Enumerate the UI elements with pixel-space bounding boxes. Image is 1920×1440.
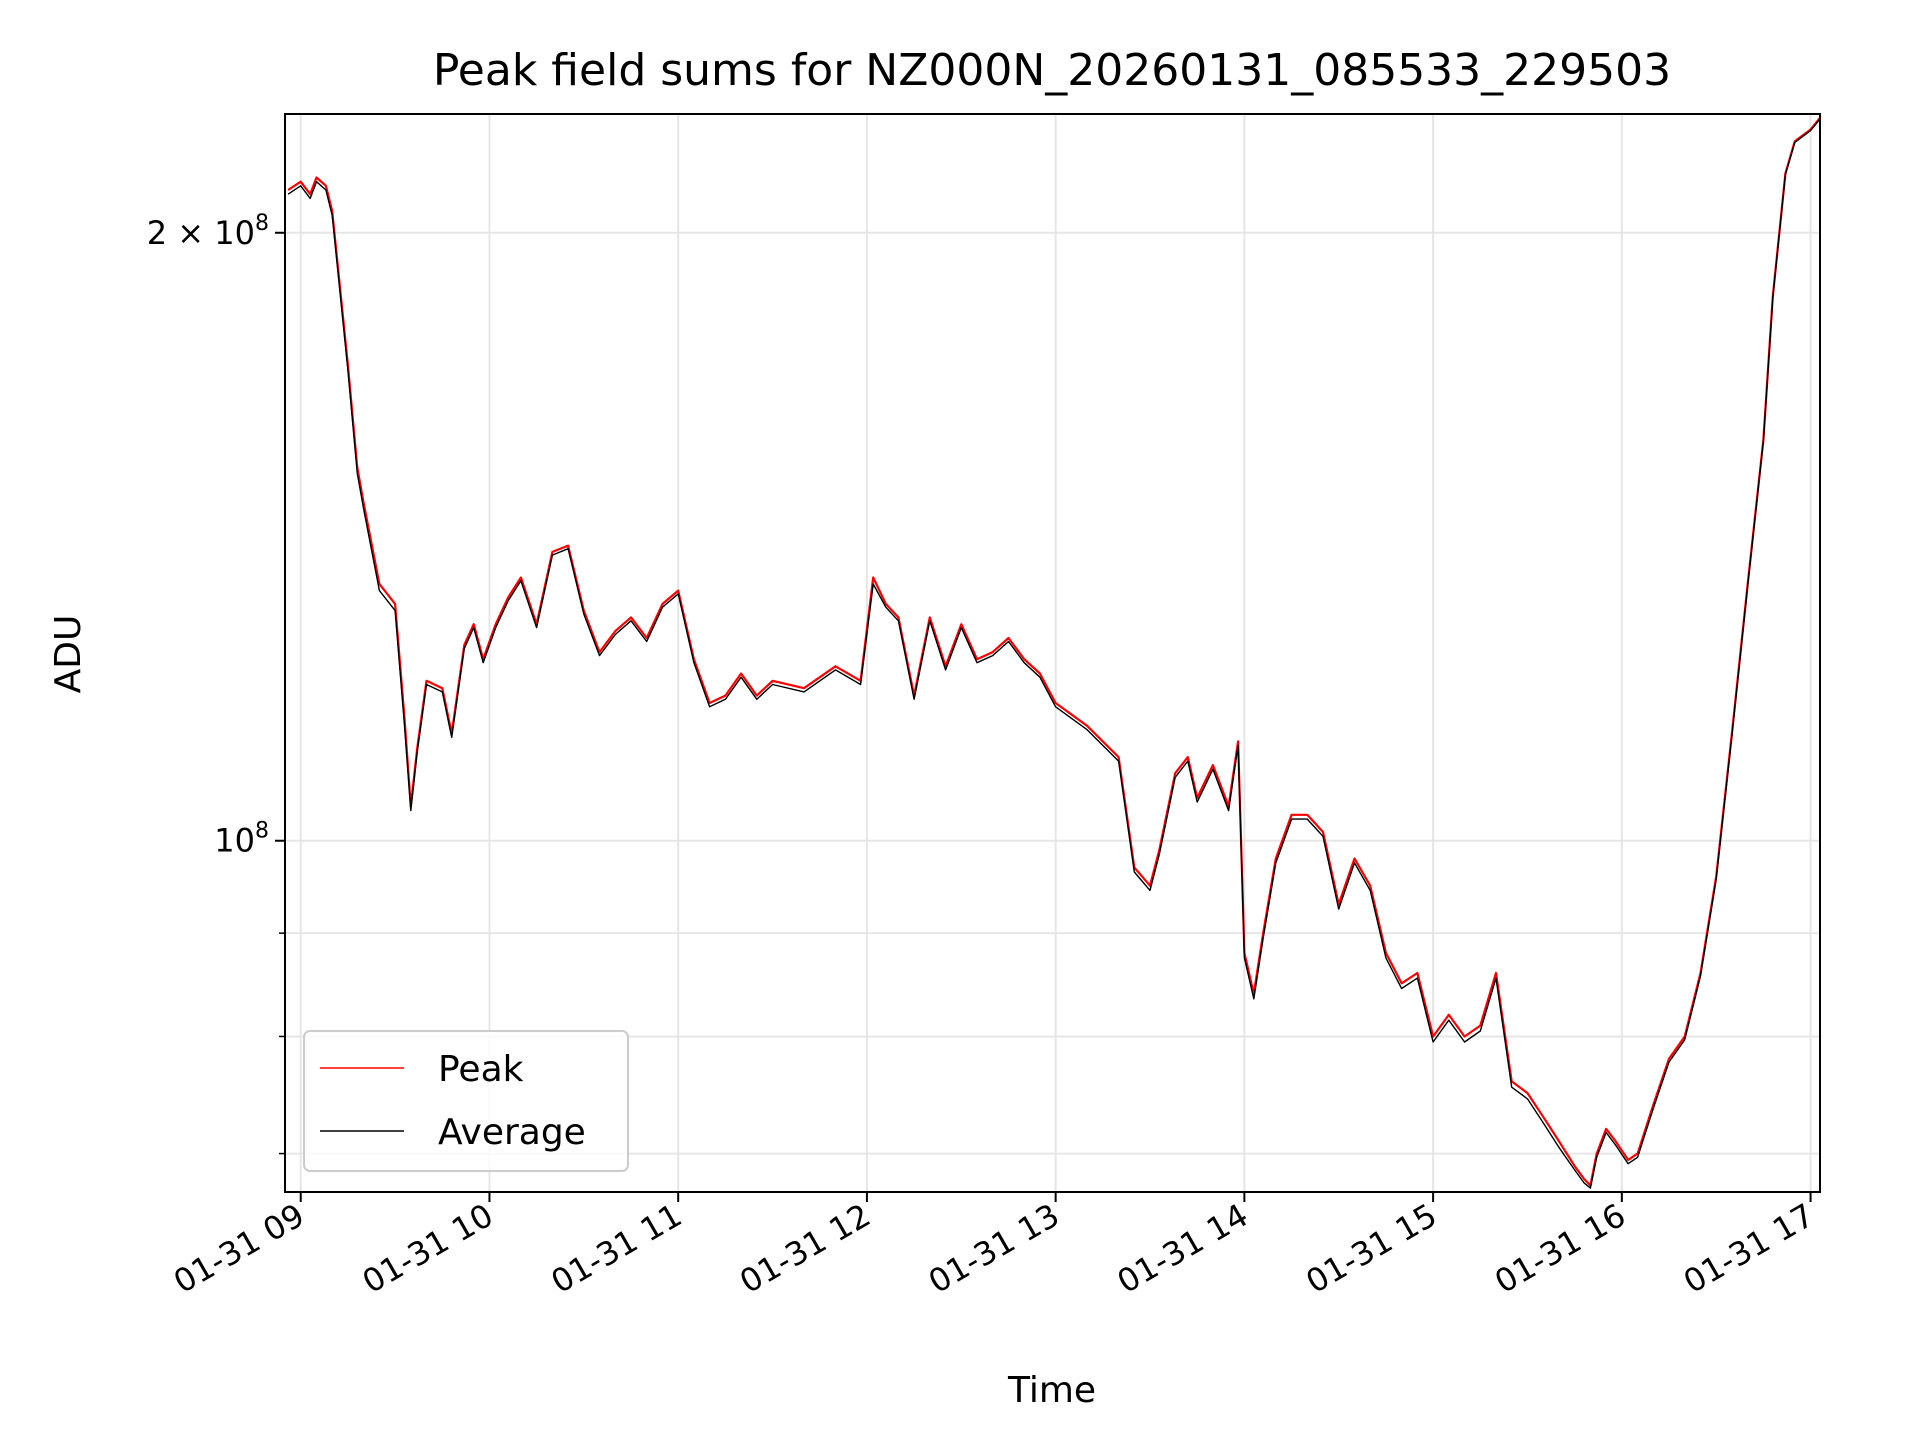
y-tick-label: 108: [214, 819, 269, 860]
series-layer: [287, 117, 1821, 1189]
legend: Peak Average: [303, 1030, 629, 1172]
grid: [285, 114, 1820, 1192]
legend-peak-label: Peak: [438, 1049, 524, 1090]
y-axis-label: ADU: [48, 615, 89, 694]
plot-frame: [284, 113, 1821, 1193]
legend-average-label: Average: [438, 1112, 586, 1153]
legend-box: [303, 1030, 629, 1172]
x-axis-label: Time: [1007, 1370, 1096, 1411]
series-line-average: [287, 118, 1821, 1189]
y-axis: 108 2 × 108: [147, 211, 285, 1155]
chart-title: Peak field sums for NZ000N_20260131_0855…: [433, 45, 1671, 96]
y-tick-label: 2 × 108: [147, 211, 269, 252]
